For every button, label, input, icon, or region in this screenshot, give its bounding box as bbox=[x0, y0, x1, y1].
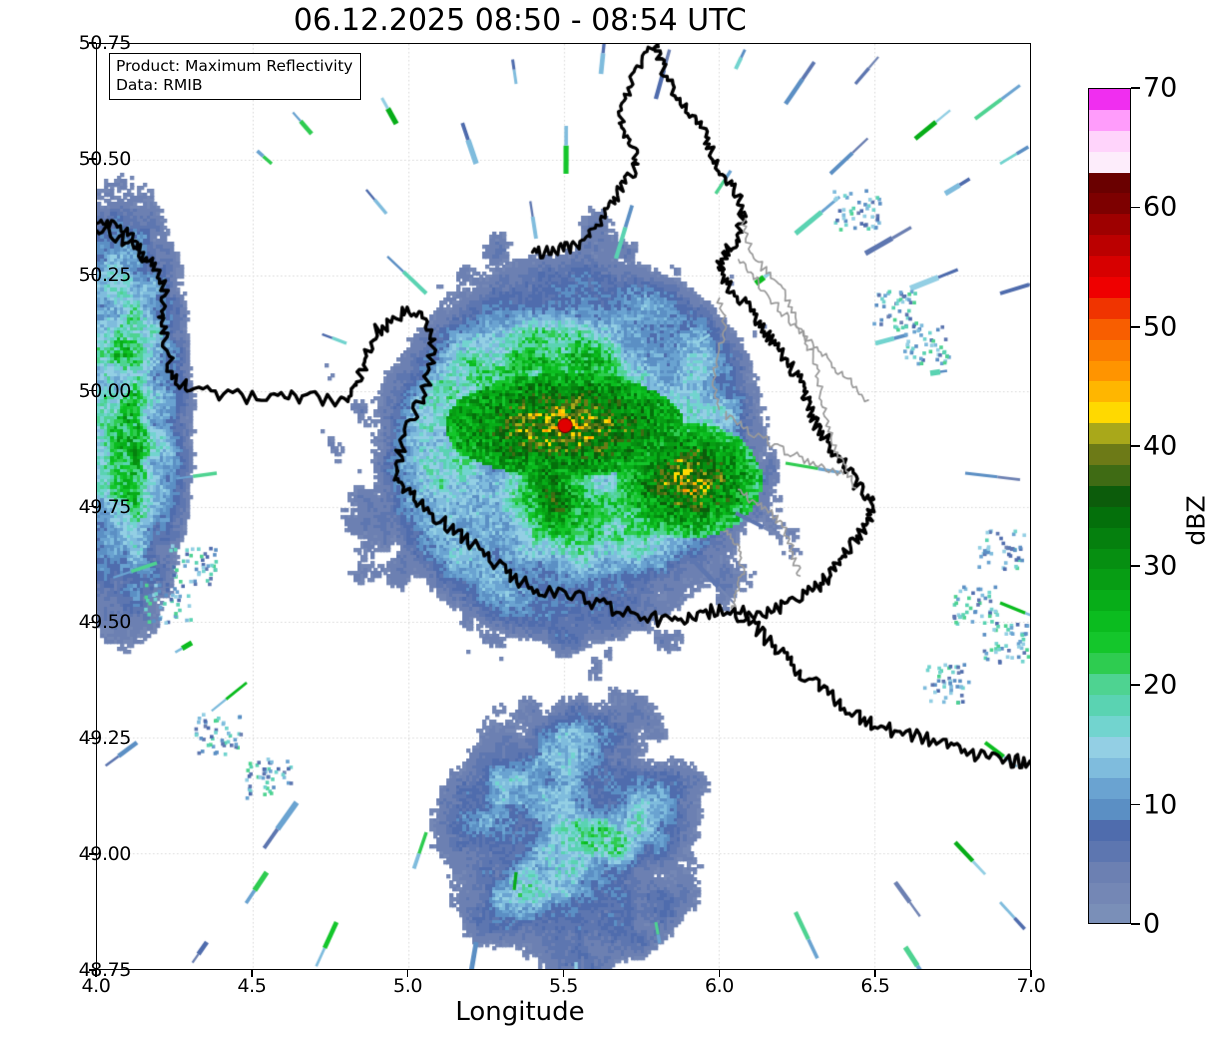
y-axis-tick-mark bbox=[89, 42, 96, 44]
colorbar-band bbox=[1089, 151, 1130, 173]
colorbar-band bbox=[1089, 172, 1130, 194]
colorbar-tick-mark bbox=[1131, 206, 1140, 209]
colorbar-band bbox=[1089, 820, 1130, 842]
colorbar-band bbox=[1089, 778, 1130, 800]
colorbar-band bbox=[1089, 506, 1130, 528]
colorbar-band bbox=[1089, 485, 1130, 507]
colorbar-band bbox=[1089, 444, 1130, 466]
y-axis-tick-label: 49.50 bbox=[78, 611, 132, 634]
x-axis-tick-label: 7.0 bbox=[1016, 975, 1046, 997]
colorbar-band bbox=[1089, 235, 1130, 257]
colorbar-band bbox=[1089, 653, 1130, 674]
colorbar-tick-mark bbox=[1131, 923, 1140, 925]
colorbar-band bbox=[1089, 214, 1130, 236]
x-axis-tick-mark bbox=[406, 970, 409, 977]
colorbar-band bbox=[1089, 360, 1130, 382]
colorbar-band bbox=[1089, 318, 1130, 340]
colorbar-tick-label: 20 bbox=[1143, 669, 1178, 701]
y-axis-tick-mark bbox=[89, 389, 96, 392]
colorbar-tick-label: 30 bbox=[1143, 550, 1178, 582]
x-axis-tick-label: 4.5 bbox=[237, 975, 267, 997]
y-axis-tick-mark bbox=[89, 853, 96, 855]
x-axis-label: Longitude bbox=[455, 997, 585, 1027]
colorbar-band bbox=[1089, 673, 1130, 695]
y-axis-tick-mark bbox=[89, 274, 96, 276]
y-axis-tick-label: 49.75 bbox=[78, 495, 132, 518]
x-axis-tick-label: 6.0 bbox=[704, 975, 734, 997]
colorbar-tick-mark bbox=[1131, 326, 1140, 328]
colorbar-band bbox=[1089, 590, 1130, 612]
colorbar-band bbox=[1089, 569, 1130, 591]
x-axis-tick-label: 4.0 bbox=[81, 975, 111, 997]
colorbar-band bbox=[1089, 109, 1130, 131]
x-axis-tick-label: 6.5 bbox=[860, 975, 890, 997]
colorbar-tick-mark bbox=[1131, 684, 1140, 686]
y-axis-tick-mark bbox=[89, 505, 96, 508]
radar-plot-area: Product: Maximum Reflectivity Data: RMIB bbox=[96, 43, 1031, 970]
x-axis-tick-mark bbox=[718, 970, 721, 977]
colorbar-band bbox=[1089, 89, 1130, 110]
colorbar-band bbox=[1089, 715, 1130, 737]
colorbar-band bbox=[1089, 882, 1130, 904]
colorbar-band bbox=[1089, 339, 1130, 361]
y-axis-tick-mark bbox=[89, 969, 96, 971]
colorbar-band bbox=[1089, 841, 1130, 862]
colorbar-tick-mark bbox=[1131, 803, 1140, 806]
colorbar-tick-label: 70 bbox=[1143, 72, 1178, 104]
product-info-box: Product: Maximum Reflectivity Data: RMIB bbox=[109, 53, 361, 100]
y-axis-tick-label: 49.25 bbox=[78, 727, 132, 750]
y-axis-tick-label: 50.75 bbox=[78, 32, 132, 54]
page-title: 06.12.2025 08:50 - 08:54 UTC bbox=[293, 3, 747, 38]
colorbar-label-text: dBZ bbox=[1182, 494, 1211, 546]
x-axis-tick-mark bbox=[874, 970, 876, 977]
colorbar-tick-label: 50 bbox=[1143, 311, 1178, 343]
x-axis-tick-label: 5.0 bbox=[393, 975, 423, 997]
x-axis-tick-label: 5.5 bbox=[548, 975, 579, 997]
colorbar-band bbox=[1089, 548, 1130, 570]
colorbar-band bbox=[1089, 611, 1130, 633]
x-axis-tick-mark bbox=[562, 970, 565, 977]
y-axis-tick-label: 50.50 bbox=[78, 147, 132, 170]
colorbar-band bbox=[1089, 381, 1130, 403]
y-axis-tick-label: 50.00 bbox=[78, 379, 132, 402]
colorbar-band bbox=[1089, 903, 1130, 923]
colorbar-band bbox=[1089, 799, 1130, 821]
colorbar-band bbox=[1089, 130, 1130, 152]
colorbar-band bbox=[1089, 757, 1130, 779]
colorbar-band bbox=[1089, 193, 1130, 215]
y-axis-tick-mark bbox=[89, 158, 96, 160]
colorbar-band bbox=[1089, 297, 1130, 319]
x-axis-tick-mark bbox=[251, 970, 253, 977]
data-source-line: Data: RMIB bbox=[116, 76, 203, 94]
colorbar-tick-label: 10 bbox=[1143, 789, 1178, 821]
y-axis-tick-label: 50.25 bbox=[78, 263, 132, 286]
colorbar-band bbox=[1089, 694, 1130, 716]
colorbar-tick-mark bbox=[1131, 564, 1140, 567]
colorbar-band bbox=[1089, 402, 1130, 424]
x-axis-tick-mark bbox=[95, 970, 97, 977]
colorbar-band bbox=[1089, 256, 1130, 278]
colorbar-band bbox=[1089, 423, 1130, 445]
colorbar-tick-label: 40 bbox=[1143, 430, 1178, 462]
radar-reflectivity-map bbox=[97, 44, 1030, 969]
colorbar-tick-label: 60 bbox=[1143, 191, 1178, 223]
y-axis-tick-mark bbox=[89, 621, 96, 624]
colorbar-tick-mark bbox=[1131, 87, 1140, 89]
product-line: Product: Maximum Reflectivity bbox=[116, 57, 353, 75]
y-axis-tick-label: 48.75 bbox=[78, 959, 132, 981]
colorbar-tick-label: 0 bbox=[1143, 908, 1161, 940]
colorbar-band bbox=[1089, 632, 1130, 654]
colorbar-tick-mark bbox=[1131, 445, 1140, 448]
colorbar bbox=[1088, 88, 1131, 924]
colorbar-band bbox=[1089, 736, 1130, 758]
y-axis-tick-mark bbox=[89, 737, 96, 739]
colorbar-band bbox=[1089, 527, 1130, 549]
colorbar-band bbox=[1089, 277, 1130, 298]
colorbar-band bbox=[1089, 465, 1130, 486]
colorbar-band bbox=[1089, 861, 1130, 883]
x-axis-tick-mark bbox=[1030, 970, 1032, 977]
y-axis-tick-label: 49.00 bbox=[78, 843, 132, 866]
colorbar-label: dBZ bbox=[1175, 0, 1218, 1040]
